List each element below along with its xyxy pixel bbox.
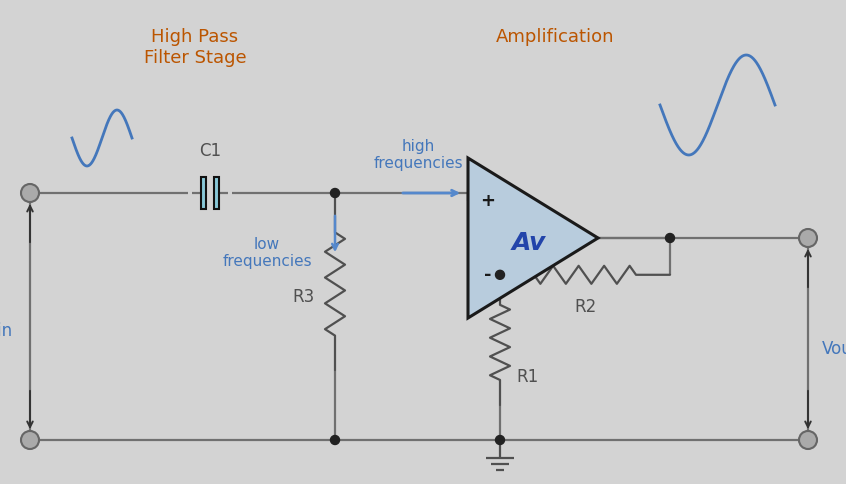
Circle shape xyxy=(21,431,39,449)
Bar xyxy=(214,177,219,209)
Circle shape xyxy=(799,431,817,449)
Circle shape xyxy=(331,436,339,444)
Circle shape xyxy=(496,436,504,444)
Text: C1: C1 xyxy=(199,142,221,160)
Text: Vout: Vout xyxy=(822,340,846,358)
Text: Vin: Vin xyxy=(0,322,13,341)
Text: high
frequencies: high frequencies xyxy=(373,139,463,171)
Bar xyxy=(201,177,206,209)
Circle shape xyxy=(21,184,39,202)
Text: High Pass
Filter Stage: High Pass Filter Stage xyxy=(144,28,246,67)
Text: Av: Av xyxy=(512,231,547,255)
Circle shape xyxy=(799,229,817,247)
Circle shape xyxy=(331,188,339,197)
Text: +: + xyxy=(481,192,496,210)
Text: low
frequencies: low frequencies xyxy=(222,237,312,269)
Text: -: - xyxy=(484,266,492,284)
Text: R3: R3 xyxy=(292,287,314,305)
Circle shape xyxy=(666,233,674,242)
Polygon shape xyxy=(468,158,598,318)
Circle shape xyxy=(496,270,504,279)
Text: R1: R1 xyxy=(517,368,539,386)
Text: R2: R2 xyxy=(574,298,596,316)
Text: Amplification: Amplification xyxy=(496,28,614,46)
